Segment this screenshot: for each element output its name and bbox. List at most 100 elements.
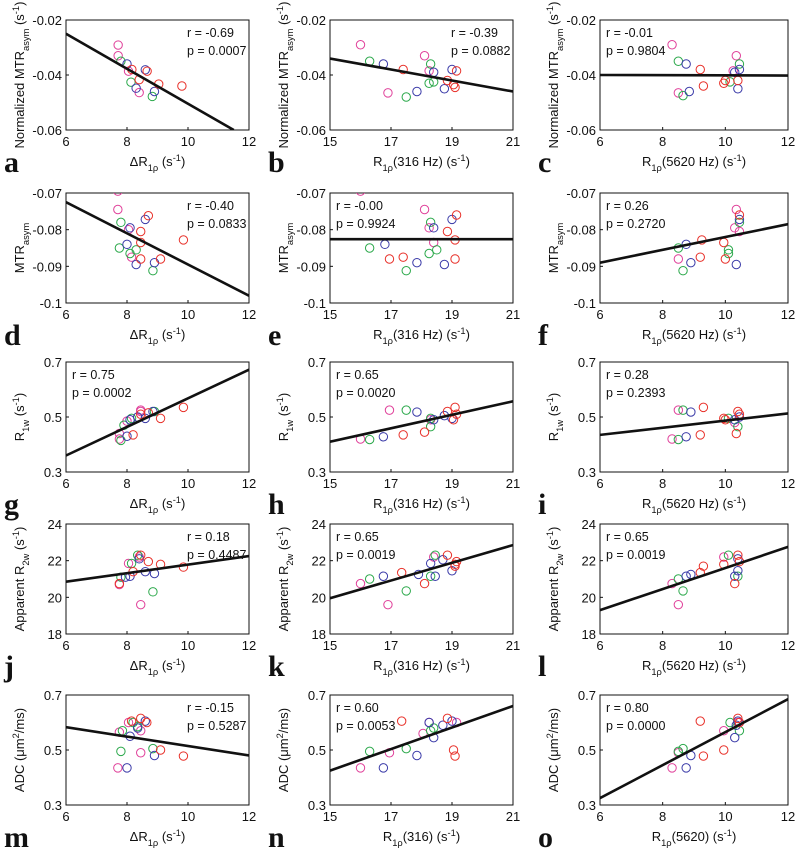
- data-point-blue: [131, 259, 141, 270]
- label-segment: MTR: [12, 245, 27, 273]
- correlation-r: r = -0.01: [606, 26, 653, 40]
- plot-contents: [66, 713, 249, 773]
- label-segment: Apparent R: [546, 566, 561, 632]
- label-segment: R: [12, 432, 27, 441]
- label-segment: ΔR: [130, 327, 148, 342]
- y-axis-label: Apparent R2w (s-1): [11, 527, 31, 632]
- superscript: -1: [733, 657, 741, 667]
- y-axis-label: ADC (μm2/ms): [275, 708, 291, 792]
- y-tick-label: -0.04: [566, 68, 596, 83]
- data-point-blue: [447, 64, 457, 75]
- superscript: -1: [275, 6, 285, 14]
- p-value: p = 0.0020: [336, 386, 395, 400]
- regression-line: [600, 73, 788, 77]
- data-point-green: [430, 550, 440, 560]
- x-axis-label: ΔR1ρ (s-1): [130, 495, 186, 515]
- label-segment: (s: [12, 539, 27, 554]
- y-axis-label: ADC (μm2/ms): [11, 708, 27, 792]
- label-segment: MTR: [546, 245, 561, 273]
- data-point-red: [450, 402, 460, 413]
- plot-contents: [330, 40, 513, 102]
- data-point-magenta: [136, 599, 146, 610]
- data-point-red: [730, 578, 740, 589]
- panel-d: 6 8 10 12 -0.1 -0.09 -0.08 -0.07 ΔR1ρ (s-1) MTRas…: [4, 186, 256, 352]
- superscript: -1: [173, 153, 181, 163]
- correlation-r: r = 0.65: [336, 368, 379, 382]
- data-point-red: [136, 226, 146, 237]
- data-point-blue: [140, 716, 151, 726]
- plot-contents: [330, 400, 513, 445]
- data-point-red: [155, 745, 166, 755]
- y-tick-label: 0.3: [578, 465, 596, 480]
- data-point-red: [178, 751, 189, 761]
- panel-letter: k: [268, 650, 285, 683]
- subscript: 1ρ: [651, 163, 662, 173]
- panel-letter: l: [538, 650, 546, 683]
- label-segment: Normalized MTR: [276, 51, 291, 149]
- x-tick-label: 21: [506, 638, 520, 653]
- panel-letter: m: [4, 821, 29, 853]
- y-tick-label: 0.7: [578, 688, 596, 703]
- label-segment: R: [642, 496, 651, 511]
- y-tick-label: -0.02: [32, 13, 62, 28]
- x-tick-label: 17: [384, 134, 398, 149]
- superscript: 2: [275, 733, 285, 738]
- data-point-blue: [730, 571, 740, 581]
- x-tick-label: 10: [718, 307, 732, 322]
- correlation-r: r = -0.00: [336, 199, 383, 213]
- x-tick-label: 10: [181, 307, 195, 322]
- data-point-magenta: [731, 204, 741, 215]
- label-segment: /ms): [546, 708, 561, 733]
- y-tick-label: -0.09: [296, 259, 326, 274]
- panel-letter: i: [538, 488, 546, 521]
- y-axis-label: MTRasym: [276, 223, 295, 274]
- data-point-red: [442, 226, 453, 237]
- y-axis-label: R1w (s-1): [545, 393, 565, 441]
- superscript: -1: [545, 531, 555, 539]
- x-tick-label: 12: [242, 638, 256, 653]
- label-segment: R: [642, 327, 651, 342]
- data-point-red: [155, 254, 166, 264]
- regression-line: [66, 725, 249, 757]
- regression-line: [66, 201, 249, 297]
- y-tick-label: 0.5: [578, 743, 596, 758]
- x-tick-label: 6: [62, 134, 69, 149]
- plot-contents: [330, 193, 513, 276]
- y-tick-label: -0.09: [566, 259, 596, 274]
- p-value: p = 0.0053: [336, 719, 395, 733]
- correlation-r: r = 0.28: [606, 368, 649, 382]
- y-tick-label: -0.1: [40, 296, 62, 311]
- label-segment: R: [373, 496, 382, 511]
- label-segment: ΔR: [130, 154, 148, 169]
- x-tick-label: 6: [596, 809, 603, 824]
- data-point-green: [401, 586, 411, 596]
- x-tick-label: 12: [242, 809, 256, 824]
- superscript: -1: [457, 657, 465, 667]
- x-tick-label: 19: [445, 638, 459, 653]
- panel-m: 6 8 10 12 0.3 0.5 0.7 ΔR1ρ (s-1) ADC (μm2/ms) r =…: [4, 688, 256, 853]
- x-tick-label: 10: [181, 638, 195, 653]
- p-value: p = 0.0000: [606, 719, 665, 733]
- y-tick-label: -0.07: [296, 186, 326, 201]
- data-point-magenta: [673, 254, 684, 264]
- x-tick-label: 6: [62, 476, 69, 491]
- data-point-blue: [439, 84, 450, 94]
- subscript: 2w: [21, 553, 31, 565]
- superscript: -1: [173, 495, 181, 505]
- plot-area: [329, 192, 514, 304]
- x-tick-label: 10: [718, 476, 732, 491]
- data-point-magenta: [731, 51, 741, 61]
- plot-area: [599, 192, 789, 304]
- label-segment: (s: [158, 829, 173, 844]
- label-segment: ): [466, 154, 470, 169]
- y-tick-label: 0.7: [308, 688, 326, 703]
- subscript: 1ρ: [392, 838, 403, 848]
- subscript: 1ρ: [661, 838, 672, 848]
- data-point-red: [733, 713, 743, 724]
- subscript: 1w: [285, 420, 295, 432]
- subscript: 2w: [555, 553, 565, 565]
- data-point-magenta: [730, 223, 740, 233]
- y-tick-label: -0.09: [32, 259, 62, 274]
